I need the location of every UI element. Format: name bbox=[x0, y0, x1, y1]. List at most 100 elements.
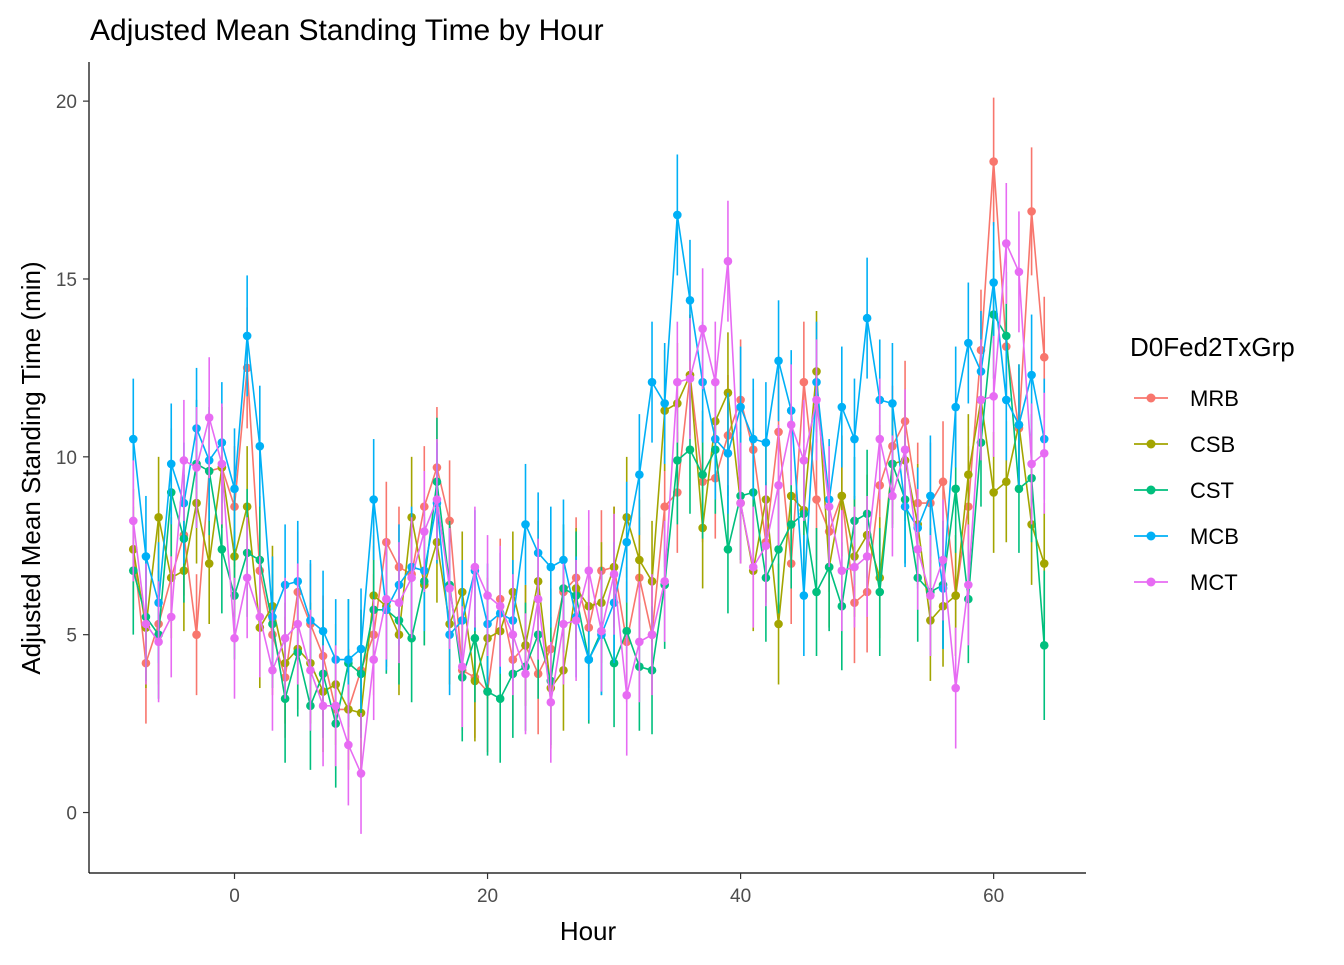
data-point bbox=[850, 434, 859, 444]
data-point bbox=[748, 434, 758, 444]
data-point bbox=[786, 420, 796, 430]
data-point bbox=[875, 434, 885, 444]
data-point bbox=[888, 491, 897, 501]
data-point bbox=[521, 669, 530, 679]
y-axis-label: Adjusted Mean Standing Time (min) bbox=[16, 261, 46, 674]
y-tick-label: 0 bbox=[66, 804, 77, 825]
data-point bbox=[1027, 370, 1036, 380]
legend-item-mct: MCT bbox=[1134, 570, 1238, 595]
data-point bbox=[457, 662, 467, 671]
series-mcb bbox=[128, 154, 1049, 721]
legend-label: CSB bbox=[1190, 432, 1235, 457]
data-point bbox=[609, 569, 619, 579]
legend: D0Fed2TxGrp MRB CSB CST MCB MCT bbox=[1130, 332, 1295, 595]
data-point bbox=[470, 633, 480, 643]
x-tick-label: 60 bbox=[983, 886, 1004, 907]
data-point bbox=[394, 598, 404, 607]
data-point bbox=[1039, 448, 1049, 458]
data-point bbox=[344, 655, 353, 664]
data-point bbox=[951, 683, 960, 693]
legend-item-mrb: MRB bbox=[1134, 386, 1239, 411]
data-point bbox=[268, 665, 277, 675]
data-point bbox=[1039, 641, 1049, 650]
y-tick-label: 15 bbox=[56, 270, 77, 291]
data-point bbox=[774, 545, 783, 554]
data-point bbox=[736, 402, 745, 412]
data-point bbox=[938, 555, 948, 565]
data-point bbox=[938, 477, 948, 487]
data-point bbox=[242, 331, 252, 341]
data-point bbox=[584, 655, 594, 664]
data-point bbox=[951, 591, 960, 600]
data-point bbox=[964, 580, 973, 590]
data-point bbox=[166, 612, 176, 622]
data-point bbox=[635, 637, 644, 647]
y-tick-label: 20 bbox=[56, 92, 77, 113]
data-point bbox=[154, 637, 163, 647]
data-point bbox=[736, 498, 745, 508]
data-point bbox=[647, 377, 657, 387]
data-point bbox=[230, 484, 239, 494]
data-point bbox=[812, 495, 821, 504]
data-point bbox=[508, 630, 518, 639]
data-point bbox=[635, 555, 644, 565]
series-layer bbox=[128, 97, 1049, 834]
data-point bbox=[356, 769, 366, 778]
data-point bbox=[559, 619, 568, 629]
data-point bbox=[989, 157, 998, 166]
x-tick-label: 40 bbox=[730, 886, 751, 907]
data-point bbox=[964, 338, 973, 348]
data-point bbox=[1027, 459, 1036, 469]
data-point bbox=[989, 392, 998, 401]
plot-area: 0 5 10 15 20 0 20 40 60 bbox=[56, 62, 1086, 907]
series-mct bbox=[128, 182, 1049, 834]
data-point bbox=[673, 456, 682, 465]
data-point bbox=[1014, 267, 1024, 277]
data-point bbox=[799, 377, 809, 387]
data-point bbox=[748, 562, 758, 572]
data-point bbox=[1027, 207, 1036, 216]
data-point bbox=[521, 520, 530, 529]
data-point bbox=[217, 545, 227, 554]
data-point bbox=[331, 701, 341, 711]
data-point bbox=[179, 456, 189, 465]
data-point bbox=[141, 552, 151, 561]
y-tick-label: 10 bbox=[56, 448, 77, 469]
data-point bbox=[761, 438, 771, 447]
legend-item-csb: CSB bbox=[1134, 432, 1235, 457]
data-point bbox=[976, 395, 986, 405]
data-point bbox=[306, 665, 315, 675]
data-point bbox=[445, 584, 454, 593]
data-point bbox=[1001, 477, 1011, 487]
data-point bbox=[495, 694, 505, 704]
chart-title: Adjusted Mean Standing Time by Hour bbox=[90, 14, 604, 47]
data-point bbox=[812, 395, 821, 405]
data-point bbox=[723, 545, 733, 554]
data-point bbox=[166, 459, 176, 469]
data-point bbox=[584, 566, 594, 575]
legend-items: MRB CSB CST MCB MCT bbox=[1134, 386, 1239, 595]
data-point bbox=[774, 619, 783, 629]
data-point bbox=[660, 502, 669, 511]
data-point bbox=[1001, 395, 1011, 405]
data-point bbox=[141, 619, 151, 629]
data-point bbox=[546, 697, 556, 707]
data-point bbox=[293, 619, 303, 629]
data-point bbox=[951, 484, 960, 494]
data-point bbox=[1001, 331, 1011, 341]
data-point bbox=[470, 562, 480, 572]
data-point bbox=[407, 573, 416, 583]
legend-item-cst: CST bbox=[1134, 478, 1234, 503]
data-point bbox=[951, 402, 960, 412]
y-axis-ticks: 0 5 10 15 20 bbox=[56, 92, 89, 825]
data-point bbox=[483, 687, 492, 696]
data-point bbox=[964, 470, 973, 479]
data-point bbox=[533, 594, 543, 604]
data-point bbox=[495, 601, 505, 611]
data-point bbox=[710, 377, 720, 387]
data-point bbox=[812, 587, 821, 597]
data-point bbox=[698, 324, 707, 334]
data-point bbox=[837, 566, 847, 575]
data-point bbox=[597, 626, 606, 636]
